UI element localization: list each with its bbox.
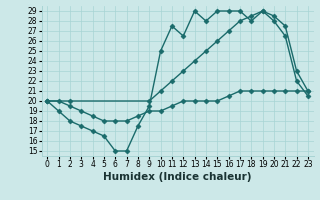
X-axis label: Humidex (Indice chaleur): Humidex (Indice chaleur) bbox=[103, 172, 252, 182]
